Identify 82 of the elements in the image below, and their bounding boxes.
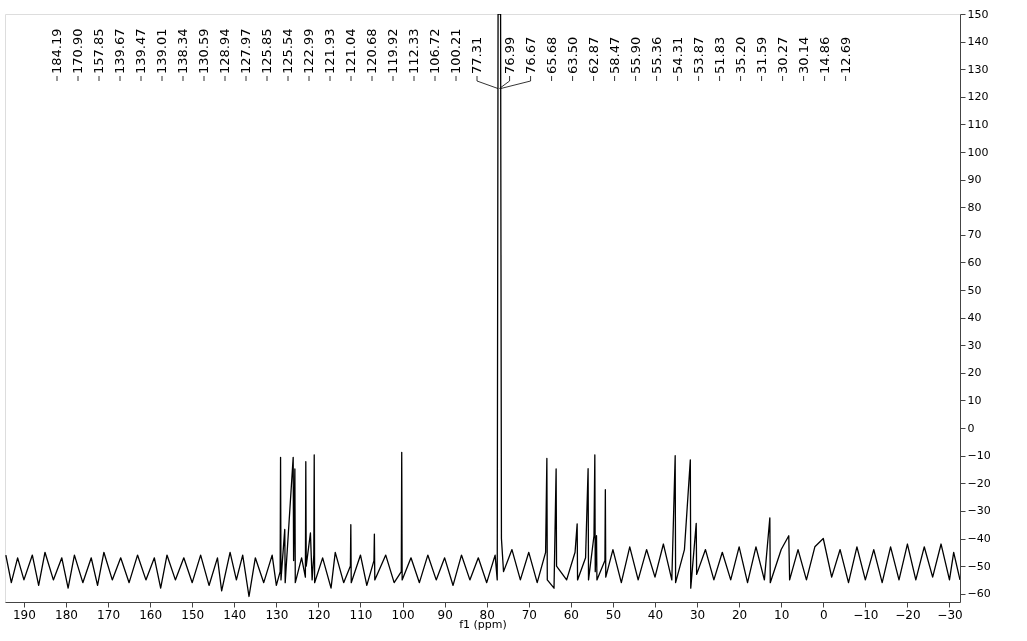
annotation: 138.34 [175, 28, 190, 74]
annotation: 157.85 [91, 28, 106, 74]
x-tick-label: 40 [647, 607, 664, 622]
y-tick-label: 90 [967, 173, 982, 187]
y-tick-label: −60 [967, 587, 991, 601]
annotation: 127.97 [238, 28, 253, 74]
y-tick-label: 70 [967, 228, 982, 242]
y-tick-label: 60 [967, 255, 982, 269]
x-tick-label: 10 [774, 607, 790, 622]
x-tick-label: 130 [265, 607, 289, 622]
annotation: 35.20 [732, 36, 748, 74]
annotation: 119.92 [385, 28, 400, 74]
annotation: 76.99 [501, 36, 517, 74]
x-tick-label: 180 [55, 607, 78, 622]
y-tick-label: −30 [967, 504, 991, 518]
annotation: 14.86 [816, 36, 832, 74]
annotation: 112.33 [406, 28, 421, 74]
annotation: 55.36 [648, 36, 664, 74]
annotation: 65.68 [543, 36, 559, 74]
annotation: 139.67 [112, 28, 127, 74]
y-tick-label: 50 [967, 283, 982, 297]
x-tick-label: 70 [521, 607, 537, 622]
annotation: 12.69 [837, 36, 853, 74]
annotation: 31.59 [753, 36, 769, 74]
x-tick-label: 120 [307, 607, 331, 622]
x-tick-label: 90 [437, 607, 453, 622]
y-tick-label: 0 [967, 421, 975, 435]
x-tick-label: −10 [853, 607, 879, 622]
annotation: 76.67 [522, 36, 538, 74]
x-tick-label: 0 [819, 607, 828, 622]
annotation: 121.93 [322, 28, 337, 74]
y-tick-label: 100 [967, 145, 989, 159]
y-tick-label: 30 [967, 338, 982, 352]
annotation: 139.01 [154, 28, 169, 74]
annotation: 128.94 [217, 28, 232, 74]
x-tick-label: −30 [937, 607, 963, 622]
x-tick-label: 110 [349, 607, 373, 622]
annotation: 62.87 [585, 36, 601, 74]
x-tick-label: 60 [563, 607, 579, 622]
annotation: 100.21 [448, 28, 463, 74]
y-tick-label: 130 [967, 62, 989, 76]
annotation: 139.47 [133, 28, 148, 74]
y-tick-label: −40 [967, 532, 991, 546]
annotation: 63.50 [564, 36, 580, 74]
y-tick-label: 10 [967, 393, 982, 407]
annotation: 184.19 [49, 28, 64, 74]
x-tick-label: 140 [223, 607, 247, 622]
annotation: 30.27 [774, 36, 790, 74]
x-tick-label: 50 [605, 607, 622, 622]
annotation: 121.04 [343, 28, 358, 74]
annotation: 106.72 [427, 28, 442, 74]
annotation: 54.31 [669, 36, 685, 74]
annotation: 130.59 [196, 28, 211, 74]
x-tick-label: 160 [139, 607, 163, 622]
x-tick-label: 100 [391, 607, 415, 622]
x-tick-label: 150 [181, 607, 205, 622]
annotation: 120.68 [364, 28, 379, 74]
x-tick-label: 190 [12, 607, 36, 622]
y-tick-label: 110 [967, 117, 989, 131]
x-tick-label: 30 [689, 607, 706, 622]
x-tick-label: −20 [895, 607, 921, 622]
y-tick-label: −50 [967, 559, 991, 573]
y-tick-label: −20 [967, 476, 991, 490]
y-tick-label: 120 [967, 90, 989, 104]
annotation: 125.54 [280, 28, 295, 74]
y-tick-label: 20 [967, 366, 982, 380]
y-tick-label: 140 [967, 35, 989, 49]
annotation: 55.90 [627, 36, 643, 74]
annotation: 53.87 [690, 36, 706, 74]
annotation: 30.14 [795, 36, 811, 74]
annotation: 170.90 [70, 28, 85, 74]
annotation: 58.47 [606, 36, 622, 74]
y-tick-label: −10 [967, 449, 991, 463]
annotation: 122.99 [301, 28, 316, 74]
x-tick-label: 170 [97, 607, 121, 622]
annotation: 125.85 [259, 28, 274, 74]
annotation: 51.83 [711, 36, 727, 74]
annotation: 77.31 [469, 36, 484, 74]
y-tick-label: 40 [967, 311, 982, 325]
y-tick-label: 150 [967, 7, 989, 21]
y-tick-label: 80 [967, 200, 982, 214]
x-tick-label: 20 [731, 607, 748, 622]
